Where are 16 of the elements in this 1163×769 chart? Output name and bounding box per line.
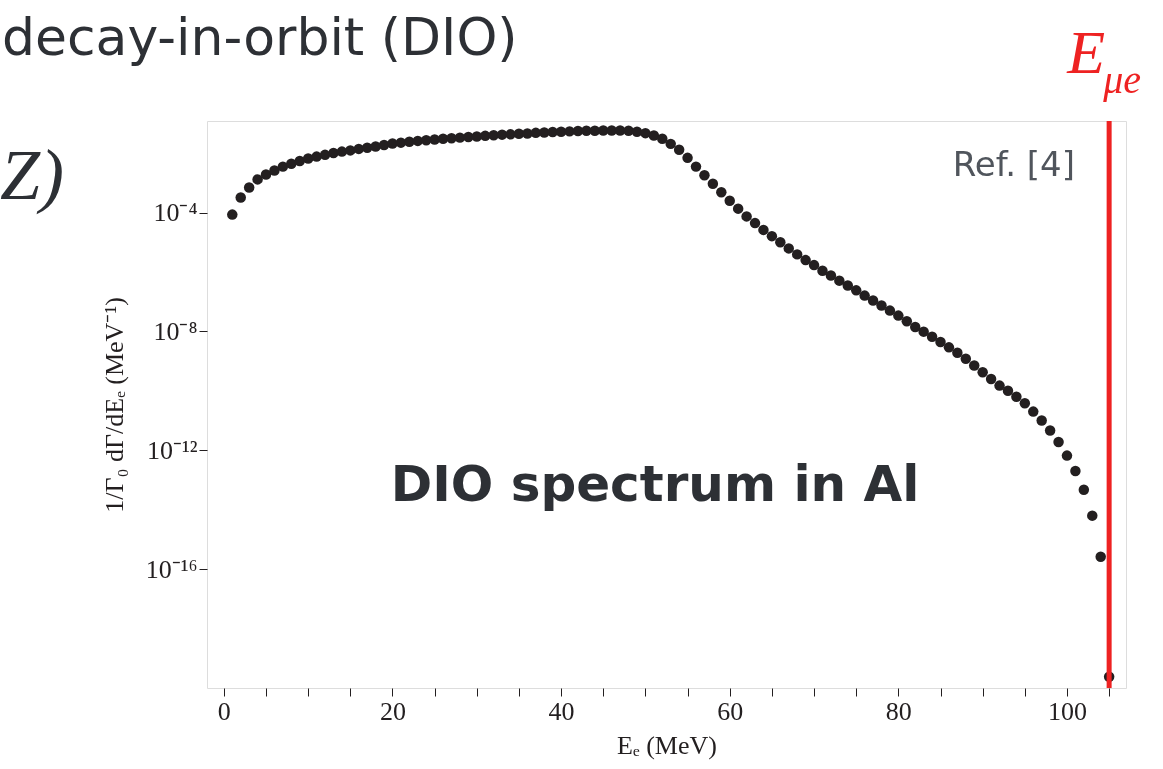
x-tick-label: 80 [885, 696, 912, 726]
x-tick-label: 20 [379, 696, 406, 726]
y-axis-title: 1/Γ₀ dΓ/dEₑ (MeV⁻¹) [99, 297, 129, 513]
x-tick-label: 100 [1047, 696, 1087, 726]
y-tick-label: 10⁻¹⁶ [145, 554, 198, 584]
x-tick-label: 0 [217, 696, 231, 726]
annotation: DIO spectrum in Al [390, 455, 920, 513]
annotation: Ref. [4] [952, 144, 1075, 184]
y-tick-label: 10⁻⁴ [153, 198, 198, 228]
y-tick-label: 10⁻⁸ [153, 316, 198, 346]
y-tick-label: 10⁻¹² [146, 435, 198, 465]
x-axis-title: Eₑ (MeV) [617, 730, 717, 760]
x-tick-label: 60 [717, 696, 744, 726]
x-tick-label: 40 [548, 696, 575, 726]
text: Z) [0, 135, 65, 215]
chart-title: decay-in-orbit (DIO) [2, 7, 518, 67]
